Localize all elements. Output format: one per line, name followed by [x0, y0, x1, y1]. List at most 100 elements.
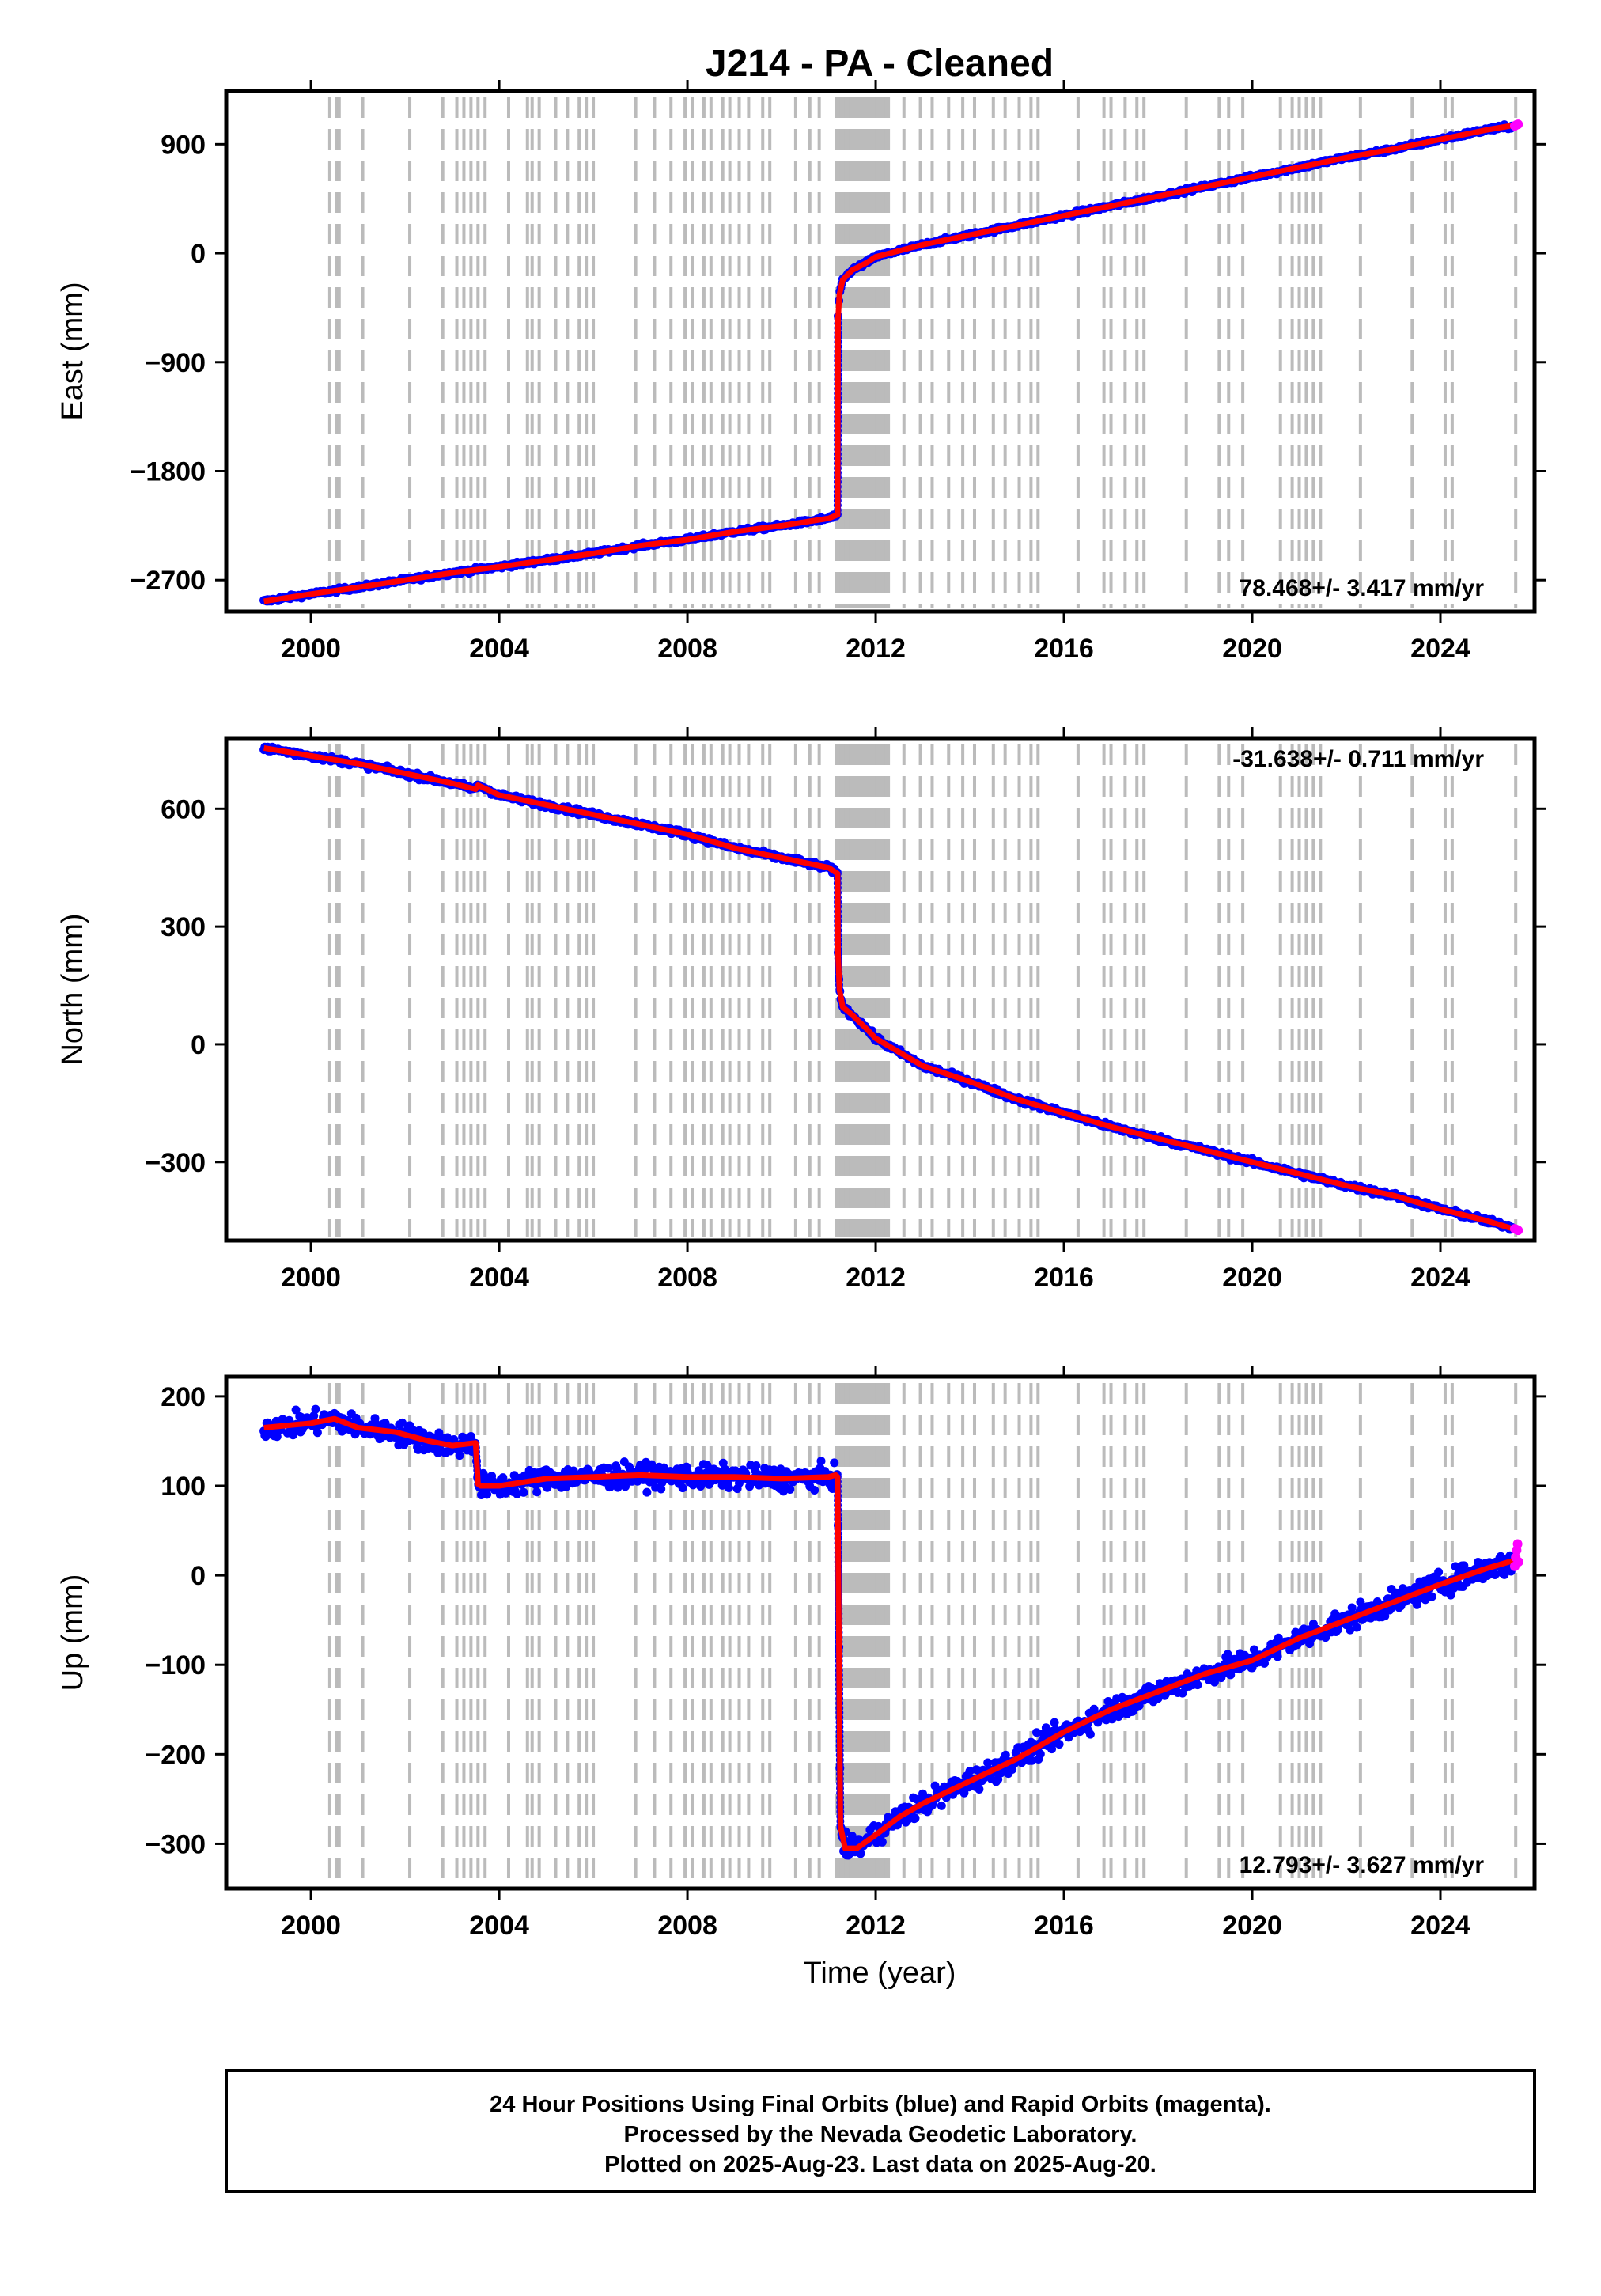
final-orbit-point [1380, 1612, 1390, 1621]
final-orbit-point [877, 1837, 887, 1847]
y-tick-label: 600 [161, 794, 206, 824]
final-orbit-point [1209, 1677, 1219, 1687]
final-orbit-point [569, 1466, 578, 1476]
x-tick-label: 2004 [469, 1263, 529, 1293]
rapid-orbit-point [1513, 1557, 1523, 1567]
final-orbit-point [1085, 1730, 1095, 1739]
y-tick-label: 900 [161, 130, 206, 160]
rapid-orbit-points [1510, 119, 1523, 131]
plot-frame [224, 736, 1537, 1243]
rapid-orbit-points [1510, 1539, 1523, 1571]
final-orbit-point [312, 1428, 322, 1438]
rate-annotation: 78.468+/- 3.417 mm/yr [1240, 575, 1485, 601]
x-tick-label: 2020 [1222, 634, 1282, 664]
y-tick-label: −200 [145, 1740, 206, 1770]
final-orbit-point [309, 1411, 319, 1420]
x-tick-label: 2008 [657, 1911, 717, 1941]
final-orbit-point [1459, 1561, 1469, 1570]
x-tick-label: 2012 [846, 1263, 906, 1293]
final-orbit-point [910, 1813, 920, 1823]
final-orbit-point [1050, 1718, 1059, 1727]
y-tick-label: 0 [191, 1030, 206, 1060]
final-orbit-point [816, 1457, 826, 1466]
final-orbit-point [678, 1483, 687, 1493]
y-tick-label: 0 [191, 1561, 206, 1591]
final-orbit-point [455, 1451, 464, 1461]
final-orbit-point [1333, 1625, 1342, 1635]
rate-annotation: 12.793+/- 3.627 mm/yr [1240, 1852, 1485, 1878]
x-tick-label: 2020 [1222, 1263, 1282, 1293]
final-orbit-point [1028, 1756, 1037, 1765]
chart-title: J214 - PA - Cleaned [706, 43, 1054, 85]
final-orbit-point [604, 1464, 613, 1473]
x-tick-label: 2024 [1410, 1263, 1470, 1293]
footer-line-2: Processed by the Nevada Geodetic Laborat… [624, 2122, 1137, 2147]
final-orbit-point [847, 1832, 857, 1841]
x-tick-label: 2008 [657, 1263, 717, 1293]
footer-box: 24 Hour Positions Using Final Orbits (bl… [225, 2069, 1536, 2193]
rapid-orbit-point [1512, 1539, 1523, 1549]
x-tick-label: 2000 [281, 1911, 341, 1941]
final-orbit-point [1035, 1749, 1045, 1759]
y-tick-label: −2700 [131, 566, 206, 596]
final-orbit-point [466, 1432, 475, 1441]
model-line [263, 744, 1520, 1233]
model-line [263, 1415, 1520, 1851]
rapid-orbit-point [1513, 119, 1523, 130]
y-axis-label: East (mm) [56, 282, 89, 420]
final-orbit-point [1226, 1670, 1236, 1680]
x-tick-label: 2016 [1034, 1263, 1094, 1293]
final-orbit-point [694, 1466, 703, 1476]
plot-frame [224, 89, 1537, 614]
footer-line-3: Plotted on 2025-Aug-23. Last data on 202… [604, 2152, 1156, 2177]
final-orbit-point [724, 1483, 733, 1492]
final-orbit-point [751, 1461, 761, 1470]
north-panel: 2000 2004 2008 2012 2016 2020 2024 600 300 0 −300 N… [56, 727, 1546, 1293]
x-tick-label: 2016 [1034, 1911, 1094, 1941]
y-axis-label: North (mm) [56, 913, 89, 1065]
final-orbit-point [810, 1486, 819, 1495]
event-lines [327, 744, 1518, 1237]
final-orbit-point [1032, 1728, 1041, 1737]
final-orbit-point [1054, 1740, 1064, 1749]
final-orbit-point [272, 1432, 282, 1442]
final-orbit-point [612, 1464, 622, 1474]
y-tick-label: 200 [161, 1382, 206, 1412]
final-orbit-point [830, 1458, 839, 1468]
x-tick-label: 2016 [1034, 634, 1094, 664]
final-orbit-point [532, 1487, 542, 1497]
final-orbit-point [519, 1487, 528, 1497]
x-tick-label: 2004 [469, 634, 529, 664]
final-orbit-point [959, 1788, 969, 1798]
up-panel: 2000 2004 2008 2012 2016 2020 2024 200 100 0 −100 −… [56, 1366, 1546, 1941]
final-orbit-point [1427, 1592, 1436, 1601]
y-tick-label: −300 [145, 1829, 206, 1859]
footer-line-1: 24 Hour Positions Using Final Orbits (bl… [490, 2092, 1271, 2117]
final-orbit-point [1193, 1680, 1202, 1690]
final-orbit-point [1346, 1625, 1355, 1635]
final-orbit-point [1446, 1590, 1455, 1600]
y-tick-label: −900 [145, 348, 206, 378]
final-orbit-point [983, 1758, 993, 1767]
event-lines [327, 97, 1518, 608]
final-orbit-points [259, 1404, 1518, 1860]
x-tick-label: 2004 [469, 1911, 529, 1941]
final-orbit-point [1352, 1623, 1361, 1632]
rapid-orbit-point [1513, 1226, 1523, 1236]
final-orbit-point [642, 1487, 652, 1497]
final-orbit-point [1321, 1633, 1330, 1642]
final-orbit-point [1153, 1694, 1163, 1703]
rapid-orbit-points [1510, 1224, 1523, 1236]
y-tick-label: 300 [161, 912, 206, 942]
final-orbit-point [1490, 1570, 1500, 1579]
final-orbit-point [1178, 1688, 1187, 1698]
y-tick-label: −300 [145, 1148, 206, 1178]
final-orbit-point [311, 1404, 320, 1414]
x-tick-label: 2024 [1410, 634, 1470, 664]
final-orbit-point [856, 1849, 865, 1858]
final-orbit-point [965, 1767, 975, 1776]
x-tick-label: 2008 [657, 634, 717, 664]
x-tick-label: 2020 [1222, 1911, 1282, 1941]
final-orbit-point [398, 1418, 407, 1427]
